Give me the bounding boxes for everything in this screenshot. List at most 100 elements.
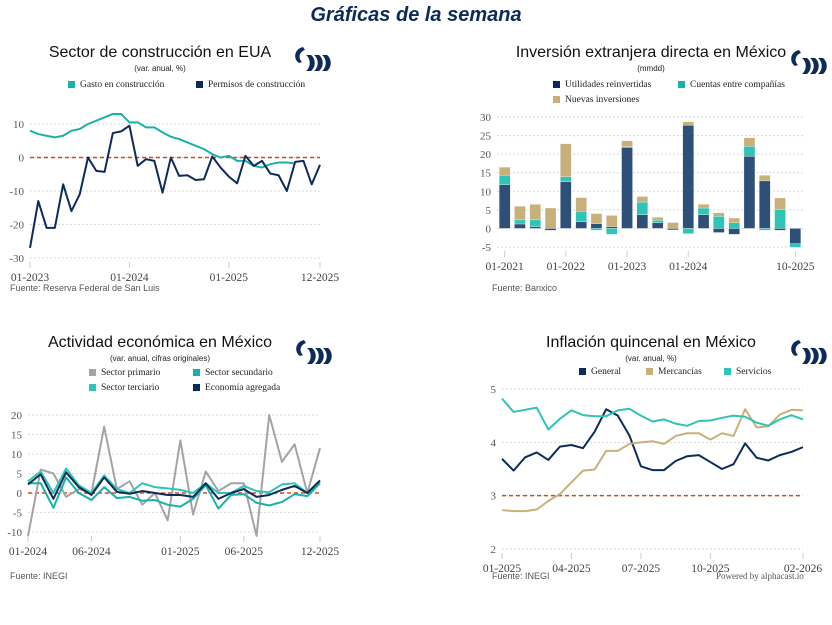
bar-segment — [697, 214, 710, 229]
bar-segment — [728, 217, 740, 224]
x-tick-label: 10-2025 — [691, 563, 730, 575]
logo-bar — [802, 58, 811, 74]
series-line — [29, 124, 321, 249]
bar-segment — [560, 176, 572, 182]
bar-segment — [743, 146, 756, 157]
brand-logo-icon — [791, 340, 827, 364]
legend-label: Nuevas inversiones — [565, 95, 640, 105]
bar-segment — [621, 147, 633, 229]
bar-segment — [606, 215, 618, 227]
y-tick-label: -20 — [9, 220, 24, 232]
y-tick-label: 30 — [480, 112, 492, 124]
series-line — [28, 476, 321, 510]
logo-bar — [314, 55, 323, 71]
chart-title: Actividad económica en México — [47, 334, 273, 351]
brand-logo-icon — [296, 340, 332, 364]
y-tick-label: -10 — [7, 527, 22, 539]
bar-segment — [743, 137, 756, 147]
legend-label: Utilidades reinvertidas — [565, 80, 652, 90]
x-tick-label: 06-2025 — [225, 546, 264, 558]
logo-bar — [315, 348, 324, 364]
bar-segment — [590, 223, 603, 229]
bar-segment — [728, 222, 740, 229]
x-tick-label: 01-2022 — [547, 261, 586, 273]
legend-label: Cuentas entre compañías — [690, 80, 785, 90]
bar-segment — [514, 205, 526, 221]
bar-segment — [498, 175, 511, 185]
legend-label: Gasto en construcción — [80, 80, 165, 90]
legend-label: Servicios — [736, 367, 772, 377]
bar-segment — [759, 175, 771, 182]
bar-segment — [774, 209, 786, 229]
y-tick-label: 20 — [11, 410, 23, 422]
bar-segment — [759, 180, 771, 229]
legend-item: Gasto en construcción — [68, 80, 164, 90]
chart-subtitle: (mmdd) — [637, 64, 665, 73]
bar-segment — [713, 216, 725, 229]
y-tick-label: -30 — [9, 253, 24, 265]
bar-segment — [728, 228, 740, 235]
logo-bar — [307, 348, 316, 364]
bar-segment — [529, 204, 541, 221]
source-note: Fuente: Banxico — [492, 283, 558, 293]
y-tick-label: 0 — [486, 223, 492, 235]
x-tick-label: 01-2024 — [110, 272, 149, 284]
legend-item: Sector secundario — [193, 368, 273, 378]
y-tick-label: 10 — [11, 449, 23, 461]
x-tick-label: 01-2025 — [210, 272, 249, 284]
bar-segment — [697, 207, 710, 215]
bar-segment — [651, 217, 664, 221]
chart-panel-inflation: Inflación quincenal en México (var. anua… — [416, 330, 832, 625]
powered-by: Powered by alphacast.io — [716, 571, 804, 581]
bar-segment — [682, 228, 694, 234]
legend-item: Sector primario — [89, 368, 160, 378]
legend-item: Permisos de construcción — [196, 80, 305, 90]
brand-logo-icon — [295, 47, 331, 71]
y-tick-label: 15 — [11, 430, 23, 442]
chart-title: Inversión extranjera directa en México — [515, 44, 787, 61]
source-note: Fuente: Reserva Federal de San Luis — [10, 283, 160, 293]
bar-segment — [789, 228, 802, 244]
logo-bar — [802, 348, 811, 364]
bar-segment — [590, 228, 603, 231]
series-line — [29, 112, 296, 169]
x-tick-label: 01-2023 — [608, 261, 647, 273]
chart-panel-construction: Sector de construcción en EUA (var. anua… — [0, 40, 416, 335]
plot-area: 30 25 20 15 10 5 0 -5 01-2021 01-2022 01-2023 01-20… — [480, 112, 815, 273]
chart-subtitle: (var. anual, %) — [134, 64, 186, 73]
bar-segment — [636, 196, 649, 203]
brand-logo-icon — [791, 50, 827, 74]
page-title: Gráficas de la semana — [310, 4, 522, 26]
logo-crescent — [296, 340, 306, 356]
series-line — [27, 471, 321, 500]
bar-segment — [606, 228, 618, 235]
bar-segment — [575, 211, 587, 222]
y-tick-label: 10 — [480, 186, 492, 198]
logo-bar — [818, 348, 827, 364]
legend-item: General — [579, 367, 621, 377]
y-tick-label: 0 — [19, 153, 25, 165]
bar-segment — [774, 197, 786, 211]
x-tick-label: 12-2025 — [301, 272, 340, 284]
x-tick-label: 07-2025 — [622, 563, 661, 575]
bar-segment — [529, 226, 541, 229]
y-tick-label: -5 — [482, 242, 492, 254]
bar-segment — [789, 243, 802, 248]
x-tick-label: 06-2024 — [72, 546, 111, 558]
y-tick-label: 10 — [13, 119, 25, 131]
plot-area: 20 15 10 5 0 -5 -10 01-2024 06-2024 01-2025 06-202… — [7, 410, 339, 558]
y-tick-label: 15 — [480, 168, 492, 180]
legend-label: Sector terciario — [101, 383, 160, 393]
y-tick-label: 3 — [491, 491, 497, 503]
bar-segment — [774, 228, 786, 231]
chart-panel-activity: Actividad económica en México (var. anua… — [0, 330, 416, 625]
bar-segment — [498, 184, 511, 229]
series-line — [501, 397, 804, 431]
x-tick-label: 01-2021 — [485, 261, 524, 273]
bar-segment — [651, 222, 664, 229]
legend-label: Mercancías — [658, 367, 702, 377]
logo-bar — [322, 55, 331, 71]
chart-title: Inflación quincenal en México — [546, 334, 756, 351]
legend-label: Sector primario — [101, 368, 161, 378]
bar-segment — [651, 220, 664, 224]
